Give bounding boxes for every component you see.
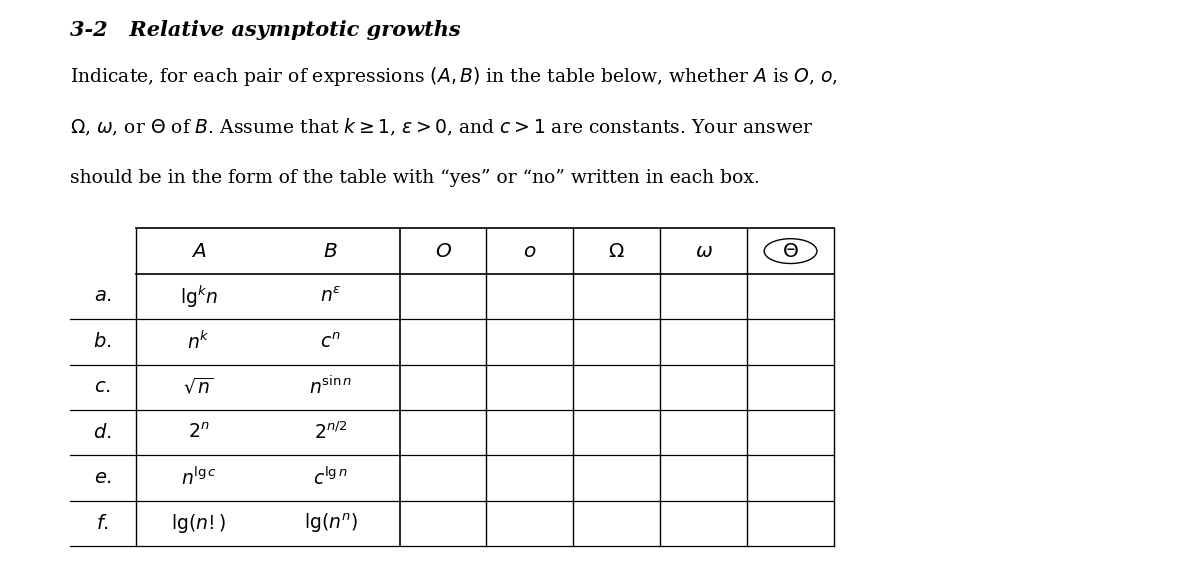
Text: $n^{\mathrm{lg}\, c}$: $n^{\mathrm{lg}\, c}$	[181, 467, 216, 489]
Text: $e.$: $e.$	[94, 469, 112, 487]
Text: $c.$: $c.$	[94, 378, 112, 396]
Text: $\sqrt{n}$: $\sqrt{n}$	[184, 377, 214, 398]
Text: should be in the form of the table with “yes” or “no” written in each box.: should be in the form of the table with …	[70, 169, 760, 187]
Text: $n^{\epsilon}$: $n^{\epsilon}$	[320, 287, 341, 306]
Text: $2^n$: $2^n$	[188, 423, 209, 442]
Text: 3-2   Relative asymptotic growths: 3-2 Relative asymptotic growths	[70, 20, 461, 39]
Text: $a.$: $a.$	[94, 288, 112, 306]
Text: $\mathrm{lg}^k n$: $\mathrm{lg}^k n$	[180, 283, 217, 310]
Text: $A$: $A$	[191, 241, 206, 261]
Text: $f.$: $f.$	[96, 514, 109, 533]
Text: $O$: $O$	[434, 241, 451, 261]
Text: $B$: $B$	[323, 241, 338, 261]
Text: $\omega$: $\omega$	[695, 241, 713, 261]
Text: $\Theta$: $\Theta$	[782, 241, 799, 261]
Text: $c^{\mathrm{lg}\, n}$: $c^{\mathrm{lg}\, n}$	[313, 467, 348, 489]
Text: $\mathrm{lg}(n^n)$: $\mathrm{lg}(n^n)$	[304, 512, 358, 535]
Text: $\mathrm{lg}(n!)$: $\mathrm{lg}(n!)$	[172, 512, 226, 535]
Text: $d.$: $d.$	[94, 423, 112, 442]
Text: $c^n$: $c^n$	[320, 332, 341, 351]
Text: $\Omega$, $\omega$, or $\Theta$ of $B$. Assume that $k \geq 1$, $\epsilon > 0$, : $\Omega$, $\omega$, or $\Theta$ of $B$. …	[70, 117, 812, 138]
Text: $2^{n/2}$: $2^{n/2}$	[314, 422, 347, 443]
Text: $\Omega$: $\Omega$	[608, 241, 625, 261]
Text: $n^k$: $n^k$	[187, 331, 210, 353]
Text: $n^{\sin n}$: $n^{\sin n}$	[310, 376, 352, 398]
Text: $o$: $o$	[523, 241, 536, 261]
Text: Indicate, for each pair of expressions $(A, B)$ in the table below, whether $A$ : Indicate, for each pair of expressions $…	[70, 65, 838, 88]
Text: $b.$: $b.$	[94, 332, 112, 351]
